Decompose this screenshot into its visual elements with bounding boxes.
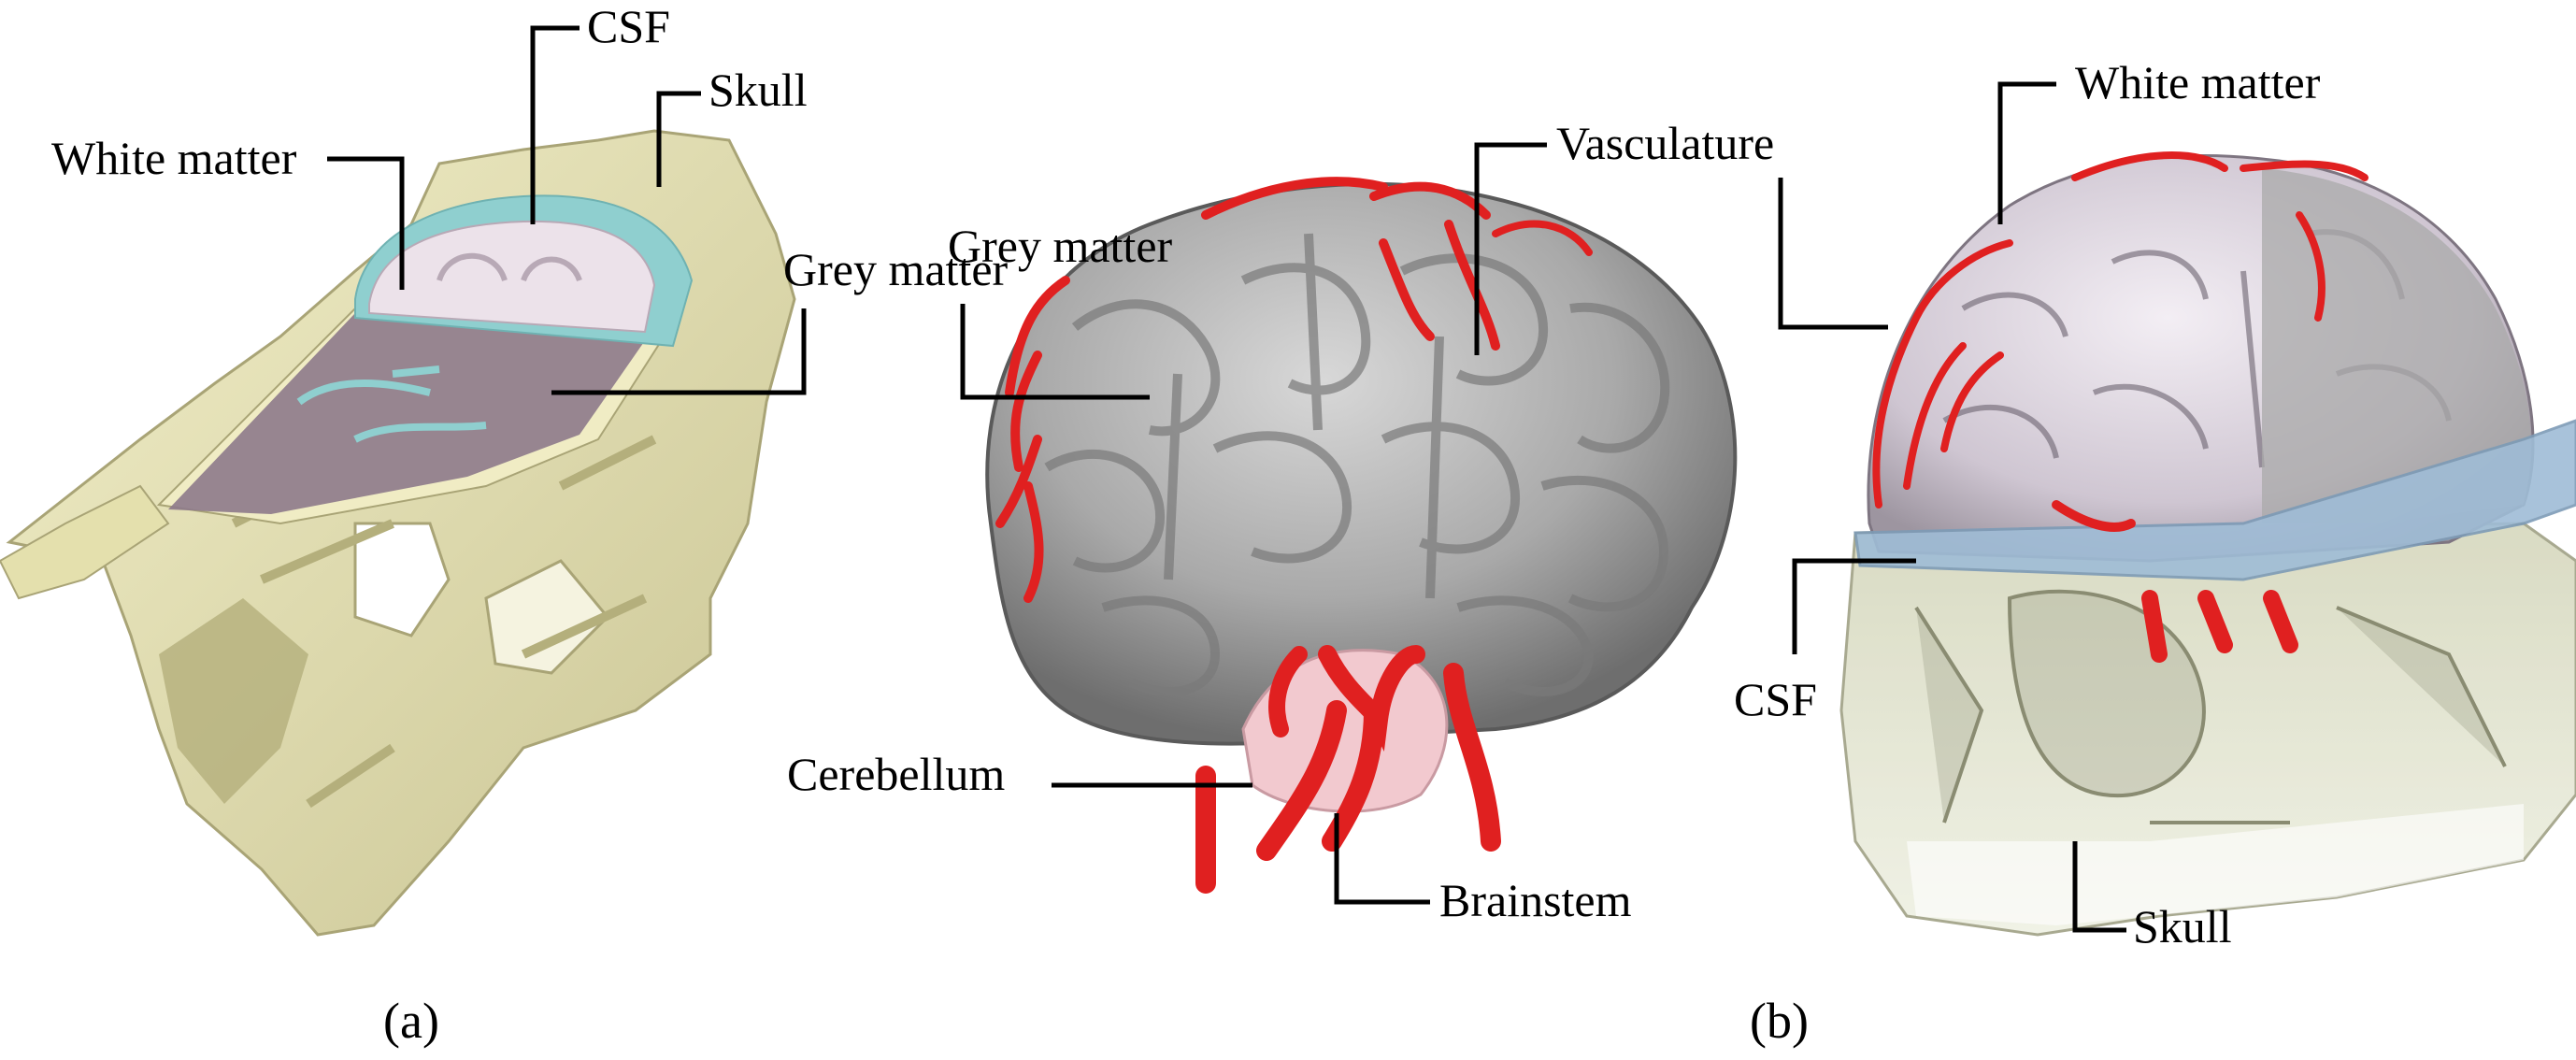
caption-b: (b) xyxy=(1750,993,1809,1049)
label-csf-a: CSF xyxy=(587,0,670,52)
panel-a-illustration xyxy=(0,129,796,937)
leader-white-matter-a xyxy=(327,156,405,290)
label-grey-matter-b-real: Grey matter xyxy=(948,220,1173,272)
label-brainstem: Brainstem xyxy=(1439,874,1632,926)
grey-matter-slice xyxy=(168,313,654,514)
brain-gyri xyxy=(1044,233,1670,696)
leader-vasculature xyxy=(1474,142,1547,355)
skull-lower-edge xyxy=(1907,804,2524,925)
skull-jaw-left xyxy=(0,484,170,600)
skull-orbit-opening xyxy=(353,522,451,637)
label-white-matter-b: White matter xyxy=(2075,56,2321,108)
vasculature-right xyxy=(1872,151,2368,663)
skull-shadow xyxy=(159,598,308,804)
panel-b-brain-illustration xyxy=(985,177,1738,894)
leader-skull-a xyxy=(656,91,701,187)
skull-transparent-structures xyxy=(1914,589,2507,824)
panel-b-skull-illustration xyxy=(1839,151,2576,937)
label-csf-b: CSF xyxy=(1734,673,1817,725)
leader-brainstem xyxy=(1334,813,1430,905)
label-cerebellum: Cerebellum xyxy=(787,748,1005,800)
label-white-matter-a: White matter xyxy=(51,132,297,184)
csf-band xyxy=(1853,419,2576,581)
white-matter-folds xyxy=(436,252,582,282)
label-skull-a: Skull xyxy=(708,64,808,116)
label-grey-matter-a: Grey matter xyxy=(783,243,1009,295)
leader-vasculature-b xyxy=(1778,178,1888,330)
csf-traces xyxy=(296,365,487,443)
leader-white-matter-b xyxy=(1997,81,2056,224)
vasculature xyxy=(995,177,1593,894)
skull-side-opening xyxy=(484,559,610,675)
leader-grey-matter-b xyxy=(960,304,1150,400)
label-skull-b: Skull xyxy=(2133,900,2232,953)
leader-csf-b xyxy=(1792,558,1916,654)
grey-matter-right xyxy=(2262,168,2531,523)
leader-csf-a xyxy=(530,25,580,224)
cerebellum xyxy=(1241,649,1449,813)
label-vasculature: Vasculature xyxy=(1556,117,1774,169)
leader-grey-matter-a xyxy=(551,308,807,395)
leader-skull-b xyxy=(2072,841,2126,933)
white-matter-section xyxy=(368,220,656,334)
caption-a: (a) xyxy=(383,993,439,1049)
